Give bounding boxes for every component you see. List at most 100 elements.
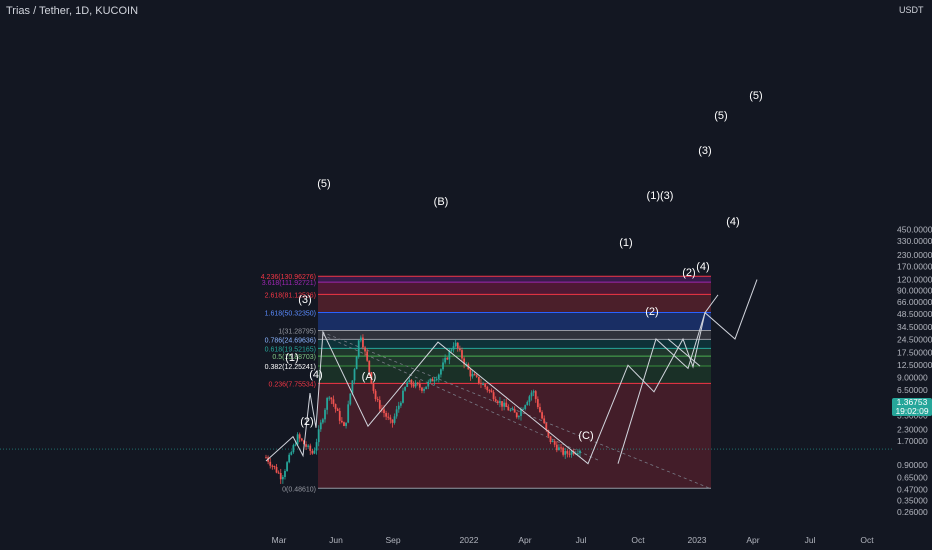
channel-line [321,331,712,490]
y-tick-label: 2.30000 [897,424,928,434]
candle-body [271,465,274,467]
candle-body [286,462,288,472]
y-tick-label: 48.50000 [897,309,932,319]
wave-label: (A) [362,371,377,383]
candle-body [359,337,362,341]
candle-body [541,412,543,419]
fib-band [318,356,711,366]
last-price-value: 1.36753 [896,397,928,407]
candle-body [391,419,394,423]
candle-body [275,466,278,473]
x-tick-label: Sep [385,535,400,545]
wave-label: (2) [682,267,695,279]
y-tick-label: 9.00000 [897,373,928,383]
candle-body [494,399,497,402]
candle-body [549,436,552,443]
candle-body [568,453,571,455]
candle-body [490,390,493,393]
candle-body [570,451,573,455]
candle-body [444,357,447,363]
candle-body [421,387,423,391]
candle-body [340,420,343,423]
candle-body [362,337,364,348]
candle-body [492,392,495,400]
y-tick-label: 66.00000 [897,297,932,307]
x-tick-label: Mar [272,535,287,545]
wave-label: (1)(3) [647,190,674,202]
candle-body [509,409,512,411]
candle-body [338,410,341,421]
candle-body [558,447,560,451]
candle-body [374,390,377,400]
candle-body [332,399,335,405]
fib-level-label: 0(0.48610) [282,486,316,493]
candle-body [526,401,529,406]
x-tick-label: Oct [631,535,645,545]
candle-body [378,400,381,409]
elliott-wave-alt-line [704,294,719,313]
candle-body [330,397,333,400]
candle-body [473,374,476,376]
candle-body [315,442,318,451]
y-tick-label: 330.00000 [897,236,932,246]
candle-body [416,382,419,385]
last-price-tag: 1.36753 19:02:09 [892,398,932,416]
candle-body [321,419,324,423]
candle-body [461,350,463,359]
wave-label: (3) [698,145,711,157]
y-tick-label: 0.35000 [897,496,928,506]
y-tick-label: 34.50000 [897,322,932,332]
candle-body [511,409,514,411]
candle-body [399,402,402,406]
candle-body [383,409,385,414]
fib-level-label: 1(31.28795) [278,328,316,335]
candle-body [334,404,337,409]
y-tick-label: 230.00000 [897,250,932,260]
candle-body [425,386,428,390]
candle-body [530,392,533,397]
candle-body [456,342,459,349]
candle-body [488,390,491,392]
y-tick-label: 170.00000 [897,261,932,271]
fib-band [318,339,711,349]
candle-body [328,397,331,399]
fib-band [318,330,711,340]
candle-body [324,409,326,420]
wave-label: (B) [434,196,449,208]
candle-body [387,416,390,418]
fib-band [318,276,711,283]
candle-body [317,429,320,443]
candle-body [389,417,392,420]
candle-body [522,408,525,410]
fib-level-label: 0.236(7.75534) [269,381,316,388]
candle-body [313,450,316,454]
candle-body [414,382,417,387]
candle-body [412,384,415,387]
symbol-title: Trias / Tether, 1D, KUCOIN [6,5,139,17]
wave-label: (2) [300,416,313,428]
candle-body [408,379,411,383]
x-tick-label: 2022 [460,535,479,545]
fib-band [318,282,711,295]
candle-body [298,434,301,439]
candle-body [486,386,489,391]
fib-level-label: 0.786(24.69636) [265,337,316,344]
candle-body [452,346,455,350]
wave-label: (1) [285,352,298,364]
candle-body [431,378,434,382]
elliott-wave-alt-line [667,338,701,367]
candle-body [393,416,396,423]
candle-body [423,389,425,391]
fib-level-label: 1.618(50.32350) [265,310,316,317]
candle-body [349,393,352,405]
candle-body [532,391,535,393]
y-tick-label: 24.50000 [897,335,932,345]
candle-body [499,401,501,403]
wave-label: (C) [578,430,593,442]
candle-body [355,356,358,370]
candle-body [326,398,329,410]
candle-body [503,402,506,407]
x-tick-label: Jul [576,535,587,545]
candle-body [336,408,339,411]
